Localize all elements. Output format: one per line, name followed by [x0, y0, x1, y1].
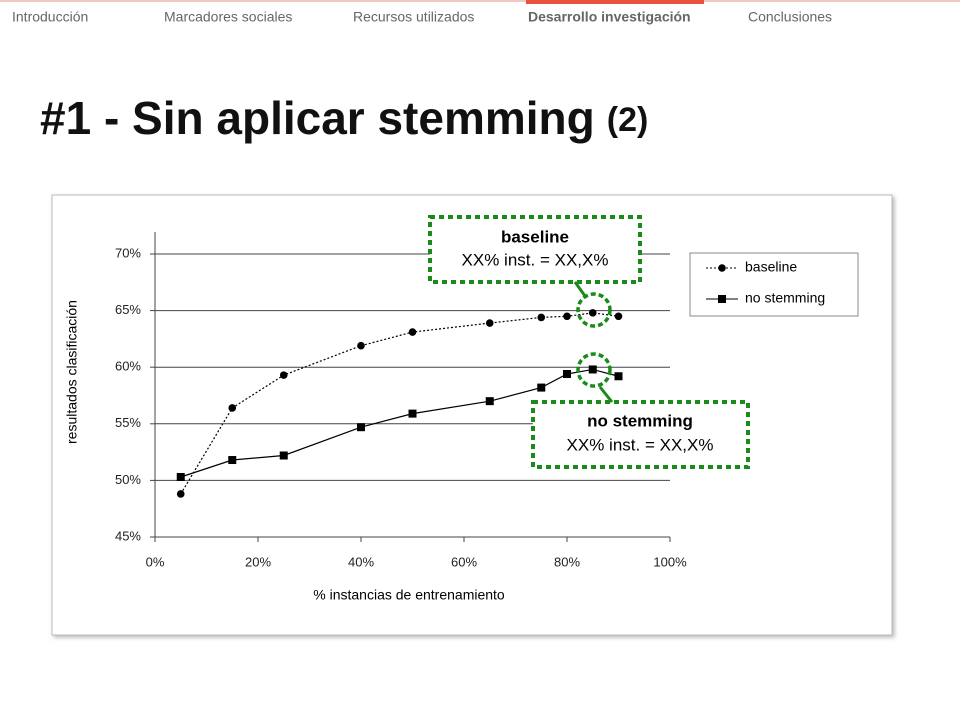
marker: [279, 371, 288, 379]
legend-label: baseline: [745, 259, 797, 275]
marker: [485, 319, 494, 327]
marker: [537, 313, 546, 322]
y-tick-label: 45%: [115, 528, 141, 543]
x-tick-label: 100%: [653, 554, 687, 569]
nav-item[interactable]: Desarrollo investigación: [528, 9, 691, 25]
marker: [588, 365, 597, 374]
y-tick-label: 50%: [115, 472, 141, 487]
y-tick-label: 70%: [115, 245, 141, 260]
nav-item[interactable]: Recursos utilizados: [353, 9, 474, 25]
nav-item[interactable]: Marcadores sociales: [164, 9, 292, 25]
callout-text: XX% inst. = XX,X%: [462, 250, 609, 269]
x-tick-label: 80%: [554, 554, 580, 569]
marker: [718, 264, 726, 272]
marker: [718, 295, 726, 303]
callout-title: no stemming: [587, 411, 693, 430]
x-tick-label: 20%: [245, 554, 271, 569]
marker: [408, 328, 417, 336]
callout-text: XX% inst. = XX,X%: [567, 435, 714, 454]
callout-box: [428, 215, 642, 284]
marker: [588, 309, 597, 317]
slide-title: #1 - Sin aplicar stemming (2): [40, 92, 648, 144]
nav-bar: Introducción Marcadores sociales Recursos …: [12, 0, 832, 25]
x-tick-label: 0%: [146, 554, 165, 569]
marker: [357, 341, 365, 350]
x-tick-label: 40%: [348, 554, 374, 569]
legend-label: no stemming: [745, 290, 825, 306]
marker: [228, 404, 237, 412]
nav-active-bar: [526, 0, 704, 4]
callout-title: baseline: [501, 227, 569, 246]
nav-item[interactable]: Introducción: [12, 9, 88, 25]
y-tick-label: 60%: [115, 359, 141, 374]
y-tick-label: 55%: [115, 415, 141, 430]
marker: [614, 312, 623, 321]
nav-item[interactable]: Conclusiones: [748, 9, 832, 25]
marker: [563, 312, 571, 321]
callout-connector: [573, 281, 587, 297]
title-suffix: (2): [607, 101, 649, 139]
marker: [408, 409, 417, 418]
series-line: [180, 368, 619, 478]
marker: [485, 397, 494, 406]
y-axis-label: resultados clasificación: [64, 300, 80, 444]
marker: [279, 451, 288, 460]
marker: [537, 383, 546, 392]
marker: [357, 423, 365, 432]
x-tick-label: 60%: [451, 554, 477, 569]
callout-box: [531, 400, 750, 469]
callout-connector: [598, 386, 614, 403]
callout-circle: [576, 352, 612, 388]
title-main: #1 - Sin aplicar stemming: [40, 92, 595, 144]
marker: [176, 473, 185, 482]
x-axis-label: % instancias de entrenamiento: [313, 587, 505, 603]
legend-box: [689, 252, 859, 317]
marker: [176, 490, 185, 498]
marker: [228, 456, 237, 465]
y-tick-label: 65%: [115, 302, 141, 317]
callout-circle: [576, 292, 612, 328]
marker: [614, 372, 623, 381]
marker: [563, 369, 571, 378]
